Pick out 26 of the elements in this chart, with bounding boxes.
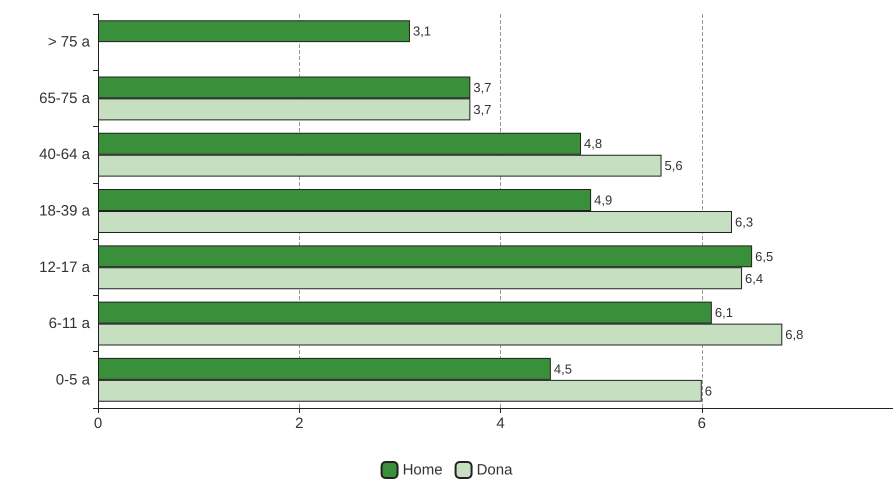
- data-label: 4,8: [584, 136, 602, 152]
- data-label: 6,5: [755, 248, 774, 264]
- data-label: 3,7: [473, 80, 492, 95]
- y-tick-label: 18-39 a: [39, 202, 91, 220]
- data-label: 6,8: [785, 327, 804, 342]
- x-tick-label: 0: [94, 415, 102, 432]
- data-label: 6,3: [734, 214, 754, 230]
- y-tick-label: 40-64 a: [39, 146, 91, 164]
- data-label: 6: [704, 383, 712, 398]
- x-tick-label: 6: [698, 415, 706, 432]
- legend-label: Dona: [476, 462, 514, 478]
- data-label: 6,1: [714, 305, 733, 320]
- data-label: 4,5: [554, 361, 572, 376]
- x-tick-label: 4: [496, 415, 505, 432]
- data-label: 4,9: [594, 192, 612, 208]
- y-tick-label: > 75 a: [48, 34, 91, 51]
- y-tick-label: 65-75 a: [39, 90, 91, 107]
- y-tick-label: 12-17 a: [39, 258, 91, 276]
- data-label: 3,1: [412, 24, 432, 39]
- y-tick-label: 6-11 a: [48, 315, 91, 332]
- legend-label: Home: [402, 462, 443, 478]
- x-tick-label: 2: [295, 415, 304, 432]
- data-label: 6,4: [745, 270, 764, 286]
- y-tick-label: 0-5 a: [56, 371, 91, 388]
- data-label: 3,7: [473, 102, 492, 117]
- data-label: 5,6: [664, 158, 683, 174]
